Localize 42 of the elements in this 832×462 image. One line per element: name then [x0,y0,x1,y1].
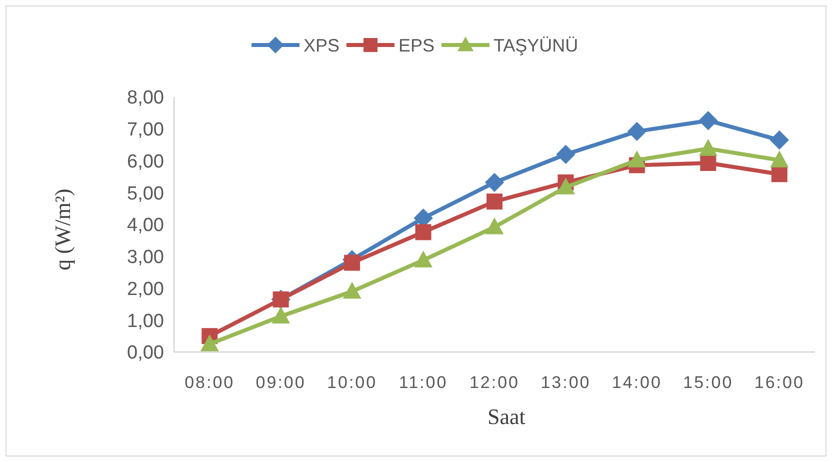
point [628,150,646,168]
point [484,172,504,192]
y-axis-title: q (W/m²) [50,188,75,270]
point [700,154,716,171]
y-tick-label: 1,00 [127,310,164,332]
point [627,122,647,142]
y-tick-label: 0,00 [127,342,164,364]
point [414,250,432,268]
point [771,166,788,182]
point [486,194,502,210]
point [485,217,504,234]
point [415,224,432,240]
y-tick-label: 6,00 [127,151,164,172]
x-tick-label: 10:00 [327,373,378,392]
x-tick-label: 09:00 [256,373,306,392]
point [556,144,576,164]
legend-label: EPS [398,35,435,56]
point [272,306,290,324]
point [342,282,362,299]
x-tick-label: 13:00 [540,373,591,392]
point [344,254,360,271]
y-tick-label: 3,00 [127,247,164,268]
y-tick-label: 7,00 [127,120,164,141]
x-axis-title: Saat [488,404,526,429]
legend-label: TAŞYÜNÜ [494,35,578,56]
x-tick-label: 12:00 [469,373,520,392]
point [556,178,575,194]
x-tick-label: 14:00 [612,373,662,392]
x-tick-label: 08:00 [184,373,235,392]
point [698,110,718,130]
point [200,334,219,352]
y-tick-label: 5,00 [127,183,164,204]
y-tick-label: 8,00 [127,88,164,109]
point [698,139,718,156]
y-tick-label: 2,00 [127,278,164,300]
point [770,150,789,168]
x-tick-label: 15:00 [683,373,734,392]
x-tick-label: 16:00 [754,373,804,392]
y-tick-label: 4,00 [127,215,164,236]
point [770,130,789,150]
legend-label: XPS [304,35,340,56]
x-tick-label: 11:00 [398,373,448,392]
